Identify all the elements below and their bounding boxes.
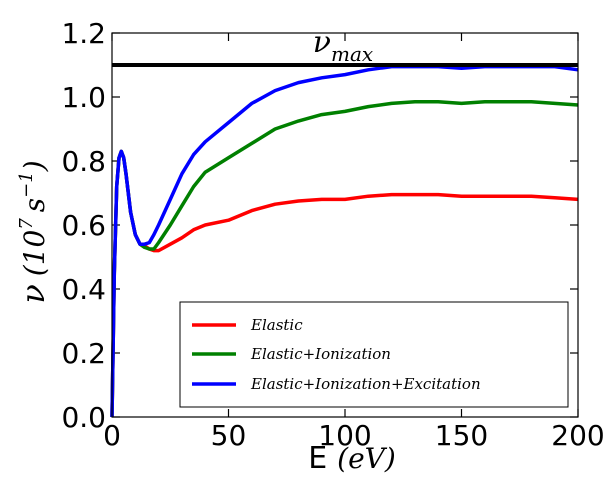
- y-tick-label: 0.2: [61, 337, 106, 370]
- x-tick-label: 50: [211, 419, 247, 452]
- x-tick-label: 100: [318, 419, 371, 452]
- y-tick-label: 0.6: [61, 209, 106, 242]
- y-axis-ticks: 0.0 0.2 0.4 0.6 0.8 1.0 1.2: [61, 17, 578, 434]
- y-tick-label: 0.8: [61, 145, 106, 178]
- y-tick-label: 1.2: [61, 17, 106, 50]
- x-tick-label: 150: [435, 419, 488, 452]
- series-layer: [110, 64, 579, 418]
- y-axis-label: ν(107s−1): [14, 160, 52, 303]
- plot-frame: [111, 32, 579, 418]
- x-axis-ticks: 0 50 100 150 200: [103, 33, 605, 452]
- legend: Elastic Elastic+Ionization Elastic+Ioniz…: [179, 301, 569, 408]
- x-tick-label: 200: [551, 419, 604, 452]
- legend-label-elastic-ionization-excitation: Elastic+Ionization+Excitation: [250, 375, 481, 393]
- y-tick-label: 0.4: [61, 273, 106, 306]
- series-line-elastic-ionization-excitation: [110, 64, 579, 418]
- x-axis-label: E (eV): [308, 441, 396, 476]
- legend-label-elastic: Elastic: [250, 316, 303, 334]
- y-tick-label: 0.0: [61, 401, 106, 434]
- nu-max-label: νmax: [313, 25, 373, 66]
- y-tick-label: 1.0: [61, 81, 106, 114]
- legend-label-elastic-ionization: Elastic+Ionization: [250, 345, 391, 363]
- legend-box: [179, 301, 569, 408]
- x-tick-label: 0: [103, 419, 121, 452]
